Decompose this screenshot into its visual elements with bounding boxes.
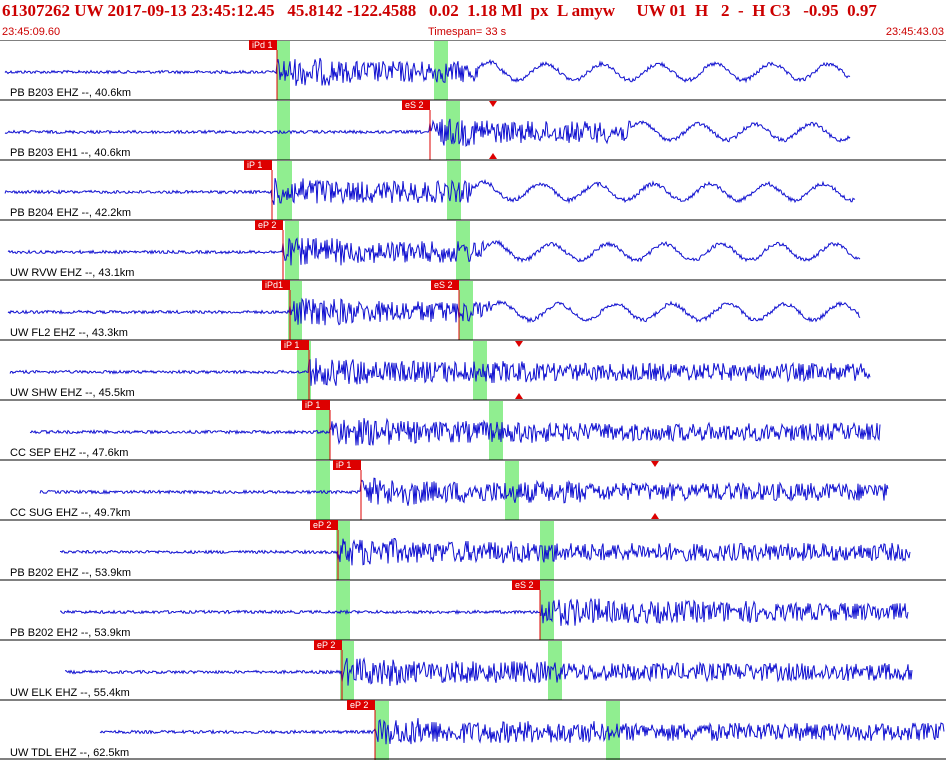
- trace-row[interactable]: iPd1 eS 2 UW FL2 EHZ --, 43.3km: [0, 279, 946, 340]
- event-title: 61307262 UW 2017-09-13 23:45:12.45 45.81…: [2, 1, 877, 20]
- phase-window: [297, 341, 311, 400]
- waveform-trace[interactable]: [99, 718, 945, 745]
- p-pick-label: iP 1: [305, 400, 320, 410]
- s-pick-flag[interactable]: [402, 100, 430, 110]
- p-pick-label: eP 2: [317, 640, 335, 650]
- p-pick-flag[interactable]: [333, 460, 361, 470]
- end-time: 23:45:43.03: [885, 26, 944, 38]
- phase-window: [316, 461, 330, 520]
- s-pick-flag[interactable]: [431, 280, 459, 290]
- trace-row[interactable]: iP 1 CC SEP EHZ --, 47.6km: [0, 399, 946, 460]
- phase-window: [336, 521, 350, 580]
- station-label: PB B203 EH1 --, 40.6km: [10, 147, 130, 159]
- station-label: PB B203 EHZ --, 40.6km: [10, 87, 131, 99]
- station-label: UW ELK EHZ --, 55.4km: [10, 687, 130, 699]
- p-pick-flag[interactable]: [281, 340, 309, 350]
- phase-window: [434, 41, 448, 100]
- phase-window: [459, 281, 473, 340]
- trace-row[interactable]: eS 2 PB B203 EH1 --, 40.6km: [0, 99, 946, 160]
- trace-row[interactable]: eP 2 UW RVW EHZ --, 43.1km: [0, 219, 946, 280]
- p-pick-flag[interactable]: [310, 520, 338, 530]
- station-label: PB B202 EH2 --, 53.9km: [10, 627, 130, 639]
- trace-row[interactable]: iPd 1 PB B203 EHZ --, 40.6km: [0, 40, 946, 100]
- waveform-trace[interactable]: [4, 177, 856, 206]
- waveform-trace[interactable]: [9, 358, 871, 386]
- trace-row[interactable]: eS 2 PB B202 EH2 --, 53.9km: [0, 579, 946, 640]
- arrival-marker-bottom: [489, 153, 497, 159]
- phase-window: [277, 161, 292, 220]
- p-pick-flag[interactable]: [302, 400, 330, 410]
- arrival-marker-bottom: [651, 513, 659, 519]
- waveform-trace[interactable]: [60, 597, 909, 626]
- start-time: 23:45:09.60: [2, 26, 61, 38]
- station-label: UW RVW EHZ --, 43.1km: [10, 267, 134, 279]
- trace-row[interactable]: iP 1 UW SHW EHZ --, 45.5km: [0, 339, 946, 400]
- waveform-trace[interactable]: [64, 656, 913, 687]
- station-label: PB B202 EHZ --, 53.9km: [10, 567, 131, 579]
- waveform-trace[interactable]: [7, 297, 861, 326]
- phase-window: [606, 701, 620, 760]
- arrival-marker-top: [489, 101, 497, 107]
- waveform-trace[interactable]: [4, 57, 851, 86]
- phase-window: [540, 581, 554, 640]
- p-pick-flag[interactable]: [244, 160, 272, 170]
- arrival-marker-top: [515, 341, 523, 347]
- s-pick-label: eS 2: [515, 580, 534, 590]
- p-pick-label: iPd 1: [252, 40, 273, 50]
- waveform-trace[interactable]: [7, 237, 861, 266]
- p-pick-flag[interactable]: [255, 220, 283, 230]
- timespan-label: Timespan= 33 s: [428, 26, 507, 38]
- p-pick-flag[interactable]: [262, 280, 290, 290]
- p-pick-label: iP 1: [247, 160, 262, 170]
- trace-row[interactable]: eP 2 UW TDL EHZ --, 62.5km: [0, 699, 946, 760]
- trace-row[interactable]: iP 1 CC SUG EHZ --, 49.7km: [0, 459, 946, 520]
- station-label: PB B204 EHZ --, 42.2km: [10, 207, 131, 219]
- p-pick-flag[interactable]: [314, 640, 342, 650]
- header-bar: 61307262 UW 2017-09-13 23:45:12.45 45.81…: [0, 0, 946, 40]
- station-label: CC SUG EHZ --, 49.7km: [10, 507, 130, 519]
- phase-window: [548, 641, 562, 700]
- p-pick-label: iP 1: [336, 460, 351, 470]
- p-pick-flag[interactable]: [347, 700, 375, 710]
- station-label: UW SHW EHZ --, 45.5km: [10, 387, 135, 399]
- station-label: UW FL2 EHZ --, 43.3km: [10, 327, 128, 339]
- p-pick-label: eP 2: [313, 520, 331, 530]
- trace-row[interactable]: eP 2 PB B202 EHZ --, 53.9km: [0, 519, 946, 580]
- arrival-marker-top: [651, 461, 659, 467]
- phase-window: [447, 161, 461, 220]
- phase-window: [375, 701, 389, 760]
- station-label: CC SEP EHZ --, 47.6km: [10, 447, 128, 459]
- waveform-trace[interactable]: [59, 538, 911, 566]
- phase-window: [456, 221, 470, 280]
- p-pick-label: iPd1: [265, 280, 283, 290]
- trace-row[interactable]: iP 1 PB B204 EHZ --, 42.2km: [0, 159, 946, 220]
- seismogram-panel[interactable]: iPd 1 PB B203 EHZ --, 40.6km eS 2 PB B203 E…: [0, 40, 946, 760]
- phase-window: [288, 281, 302, 340]
- s-pick-label: eS 2: [434, 280, 453, 290]
- p-pick-label: eP 2: [258, 220, 276, 230]
- s-pick-flag[interactable]: [512, 580, 540, 590]
- phase-window: [336, 581, 350, 640]
- waveform-trace[interactable]: [29, 417, 881, 446]
- p-pick-flag[interactable]: [249, 40, 277, 50]
- phase-window: [446, 101, 460, 160]
- arrival-marker-bottom: [515, 393, 523, 399]
- p-pick-label: eP 2: [350, 700, 368, 710]
- station-label: UW TDL EHZ --, 62.5km: [10, 747, 129, 759]
- waveform-trace[interactable]: [4, 118, 851, 147]
- p-pick-label: iP 1: [284, 340, 299, 350]
- s-pick-label: eS 2: [405, 100, 424, 110]
- phase-window: [277, 101, 290, 160]
- waveform-trace[interactable]: [39, 477, 889, 506]
- trace-row[interactable]: eP 2 UW ELK EHZ --, 55.4km: [0, 639, 946, 700]
